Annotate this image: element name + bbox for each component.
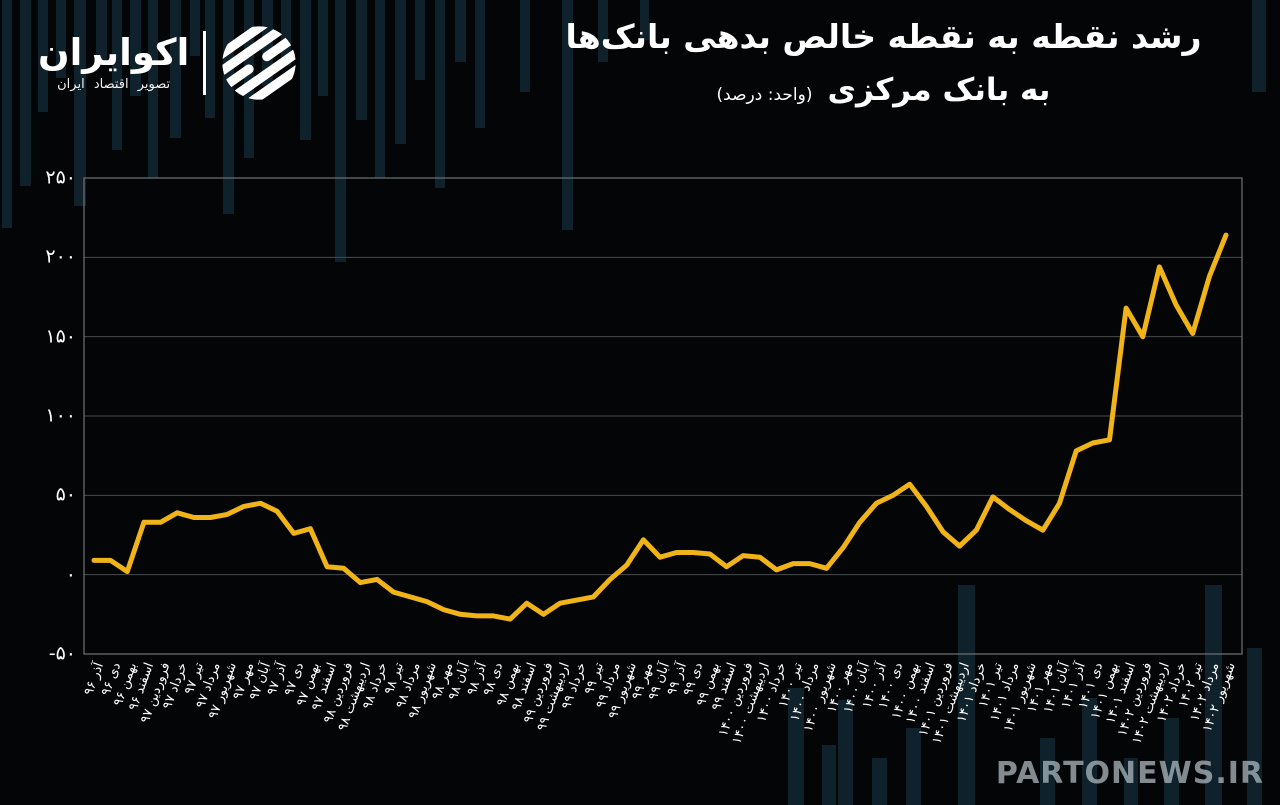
y-axis-label: ۰: [65, 563, 76, 586]
ecoiran-logo-icon: [222, 26, 296, 100]
background-bar: [520, 0, 530, 92]
background-bar: [906, 728, 921, 805]
background-bar: [822, 745, 836, 805]
background-bar: [190, 0, 200, 56]
background-bar: [475, 0, 485, 128]
chart-title-line2-row: به بانک مرکزی (واحد: درصد): [511, 72, 1256, 108]
background-bar: [640, 0, 649, 40]
background-bar: [112, 0, 122, 150]
background-bar: [1040, 738, 1055, 805]
logo-separator: [203, 31, 207, 95]
background-bar: [148, 0, 158, 178]
background-bar: [96, 0, 107, 62]
background-bar: [415, 0, 425, 80]
watermark-partonews: PARTONEWS.IR: [995, 756, 1264, 791]
background-bar: [356, 0, 367, 120]
chart-title-line2: به بانک مرکزی: [827, 72, 1051, 109]
background-bar: [958, 585, 975, 805]
logo-wordmark: اکوایران تصویر اقتصاد ایران: [38, 31, 190, 92]
background-bar: [872, 758, 887, 805]
y-axis-label: -۵۰: [48, 642, 76, 665]
y-axis-label: ۵۰: [55, 483, 76, 506]
background-bar: [788, 688, 804, 805]
background-bar: [395, 0, 406, 144]
y-axis-label: ۲۰۰: [45, 245, 76, 268]
y-axis-label: ۱۵۰: [45, 325, 76, 348]
logo-tagline: تصویر اقتصاد ایران: [57, 76, 171, 92]
background-bar: [130, 0, 141, 96]
background-bar: [1124, 758, 1138, 805]
chart-unit-label: (واحد: درصد): [716, 85, 813, 106]
background-bar: [455, 0, 466, 62]
background-bar: [74, 0, 86, 206]
background-bar: [1164, 718, 1179, 805]
background-bar: [38, 0, 48, 112]
background-bar: [2, 0, 12, 228]
background-bar: [1205, 585, 1222, 805]
background-bar: [223, 0, 234, 214]
chart-title-line1: رشد نقطه به نقطه خالص بدهی بانک‌ها: [565, 17, 1202, 56]
debt-growth-line: [91, 232, 1229, 622]
background-bar: [1252, 0, 1266, 92]
background-bar: [56, 0, 66, 78]
background-bar: [318, 0, 328, 96]
background-bar: [170, 0, 181, 138]
background-bar: [562, 0, 573, 230]
chart-title: رشد نقطه به نقطه خالص بدهی بانک‌ها به با…: [511, 14, 1256, 108]
background-bar: [205, 0, 215, 118]
background-bar: [335, 0, 346, 262]
background-bar: [598, 0, 608, 62]
plot-border: [83, 177, 1243, 655]
background-bar: [1082, 698, 1097, 805]
background-bar: [281, 0, 291, 66]
y-axis-label: ۲۵۰: [45, 166, 76, 189]
logo-brand-text: اکوایران: [38, 31, 190, 75]
background-bar: [300, 0, 311, 140]
y-axis-label: ۱۰۰: [45, 404, 76, 427]
background-bar: [244, 0, 254, 158]
background-bar: [375, 0, 385, 178]
ecoiran-logo: اکوایران تصویر اقتصاد ایران: [38, 24, 298, 102]
background-bar: [20, 0, 31, 186]
background-bar: [435, 0, 445, 188]
background-bar: [1247, 648, 1262, 805]
background-bar: [838, 700, 853, 805]
